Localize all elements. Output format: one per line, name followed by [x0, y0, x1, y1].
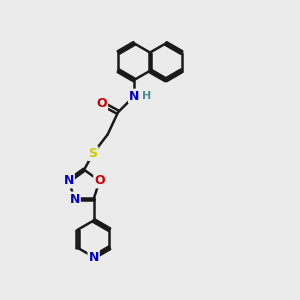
Text: O: O [94, 174, 105, 188]
Text: O: O [97, 97, 107, 110]
Text: H: H [142, 91, 151, 101]
Text: N: N [129, 90, 140, 103]
Text: N: N [88, 250, 99, 263]
Text: N: N [69, 193, 80, 206]
Text: S: S [88, 147, 98, 160]
Text: N: N [64, 174, 74, 188]
